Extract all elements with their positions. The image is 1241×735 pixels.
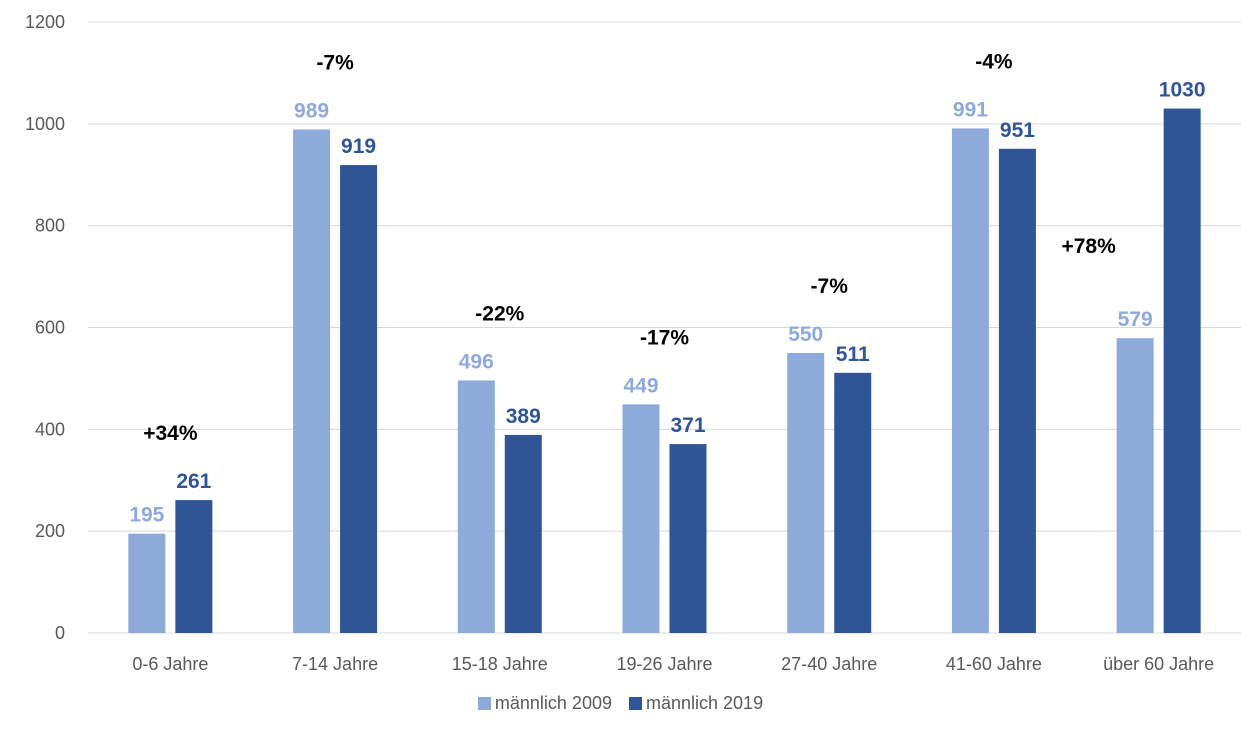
data-label: 449 bbox=[623, 374, 658, 397]
y-tick-label: 400 bbox=[35, 419, 65, 439]
data-label: 579 bbox=[1118, 308, 1153, 331]
data-label: 919 bbox=[341, 135, 376, 158]
legend-item-series-1: männlich 2009 bbox=[477, 693, 612, 714]
change-annotation: -17% bbox=[640, 326, 689, 349]
bar bbox=[1163, 108, 1201, 633]
data-label: 195 bbox=[129, 504, 164, 527]
bar bbox=[340, 165, 378, 633]
bar bbox=[669, 444, 707, 633]
bar bbox=[457, 380, 495, 633]
change-annotation: -7% bbox=[316, 51, 354, 74]
bar bbox=[293, 129, 331, 633]
change-annotations: +34% -7% -22% -17% -7% -4% +78% bbox=[143, 50, 1116, 445]
x-tick-label: 15-18 Jahre bbox=[452, 654, 548, 674]
x-axis-ticks: 0-6 Jahre 7-14 Jahre 15-18 Jahre 19-26 Jahr… bbox=[132, 654, 1214, 674]
bar bbox=[1116, 338, 1154, 633]
legend-item-series-2: männlich 2019 bbox=[629, 693, 763, 714]
bar bbox=[787, 352, 825, 633]
data-label: 951 bbox=[1000, 119, 1035, 142]
change-annotation: +78% bbox=[1061, 235, 1116, 258]
bars bbox=[128, 108, 1201, 633]
y-tick-label: 200 bbox=[35, 521, 65, 541]
x-tick-label: 7-14 Jahre bbox=[292, 654, 378, 674]
bar bbox=[951, 128, 989, 633]
gridlines bbox=[88, 21, 1241, 634]
data-label: 1030 bbox=[1159, 79, 1206, 102]
change-annotation: -7% bbox=[811, 275, 849, 298]
x-tick-label: über 60 Jahre bbox=[1103, 654, 1214, 674]
y-axis-ticks: 0 200 400 600 800 1000 1200 bbox=[25, 12, 65, 643]
legend-label: männlich 2009 bbox=[494, 693, 612, 713]
bar bbox=[175, 500, 213, 633]
x-tick-label: 41-60 Jahre bbox=[946, 654, 1042, 674]
bar bbox=[128, 533, 166, 633]
x-tick-label: 27-40 Jahre bbox=[781, 654, 877, 674]
data-label: 261 bbox=[176, 470, 211, 493]
y-tick-label: 600 bbox=[35, 318, 65, 338]
data-label: 550 bbox=[788, 323, 823, 346]
bar bbox=[834, 372, 872, 633]
change-annotation: +34% bbox=[143, 422, 198, 445]
legend-swatch bbox=[477, 697, 491, 710]
data-label: 989 bbox=[294, 99, 329, 122]
change-annotation: -22% bbox=[475, 302, 524, 325]
legend-label: männlich 2019 bbox=[646, 693, 764, 713]
legend: männlich 2009 männlich 2019 bbox=[0, 693, 1241, 715]
data-labels: 195 261 989 919 496 389 449 371 550 511 991 951 579 1… bbox=[129, 79, 1205, 527]
legend-swatch bbox=[629, 697, 642, 710]
y-tick-label: 1200 bbox=[25, 12, 65, 32]
data-label: 511 bbox=[836, 343, 870, 366]
y-tick-label: 800 bbox=[35, 216, 65, 236]
x-tick-label: 19-26 Jahre bbox=[616, 654, 712, 674]
data-label: 991 bbox=[953, 98, 988, 121]
data-label: 496 bbox=[459, 350, 494, 373]
bar bbox=[504, 434, 542, 633]
data-label: 389 bbox=[506, 405, 541, 428]
change-annotation: -4% bbox=[975, 50, 1013, 73]
bar bbox=[622, 404, 660, 633]
bar-chart: 0 200 400 600 800 1000 1200 0-6 Jahre 7-14 Jahr… bbox=[25, 12, 1241, 674]
y-tick-label: 1000 bbox=[25, 114, 65, 134]
bar bbox=[998, 148, 1036, 633]
x-tick-label: 0-6 Jahre bbox=[132, 654, 208, 674]
data-label: 371 bbox=[670, 414, 705, 437]
y-tick-label: 0 bbox=[55, 623, 65, 643]
